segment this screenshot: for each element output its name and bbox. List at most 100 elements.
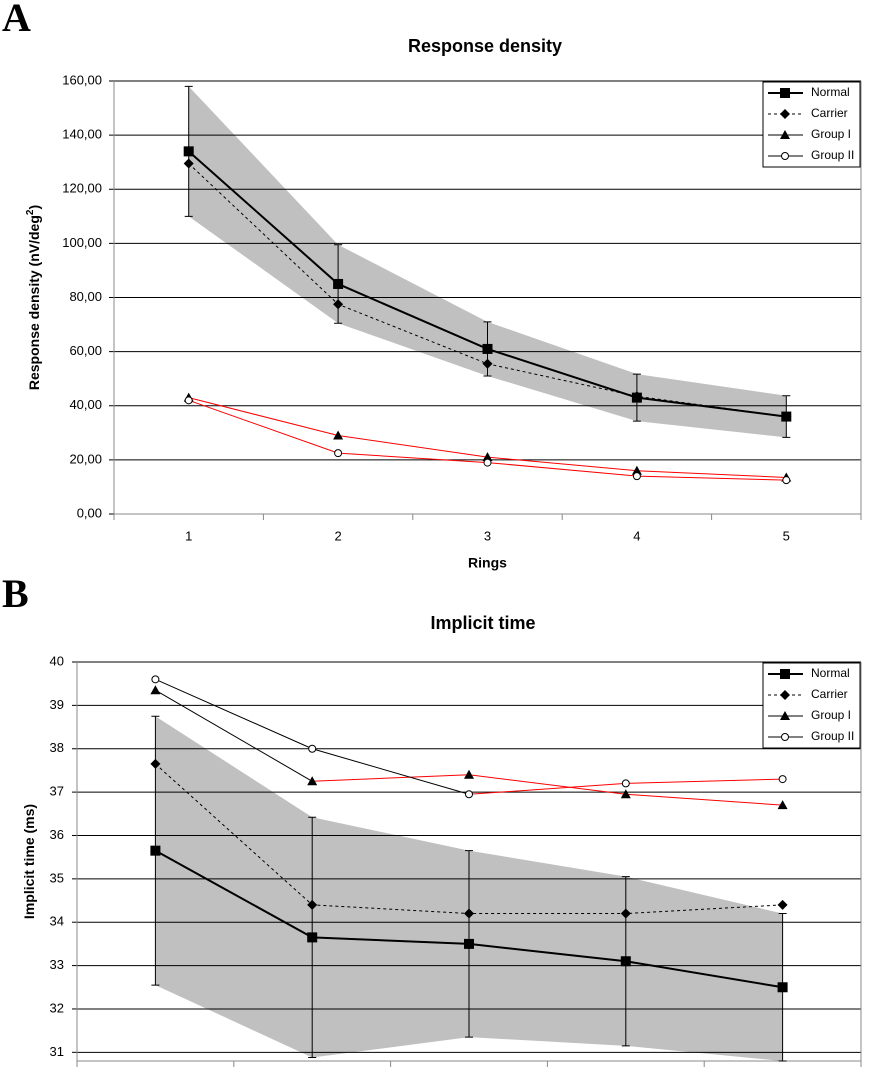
legend-box (762, 662, 861, 749)
marker (620, 956, 631, 967)
y-tick-label: 33 (50, 957, 64, 972)
line-segment (338, 435, 488, 458)
line-segment (487, 456, 637, 472)
marker (183, 158, 194, 169)
legend-label: Carrier (811, 687, 848, 701)
line-segment (625, 778, 783, 784)
legend-label: Group I (811, 127, 851, 141)
y-tick-label: 160,00 (62, 72, 102, 87)
marker (780, 690, 790, 700)
y-axis-label: Response density (nV/deg2) (25, 205, 42, 390)
marker (333, 430, 344, 440)
line-segment (487, 462, 637, 477)
marker (632, 472, 641, 481)
marker (778, 775, 787, 784)
y-axis-label-part: ) (26, 205, 42, 210)
x-tick-label: 5 (783, 528, 790, 543)
marker (464, 769, 474, 779)
y-tick-label: 32 (50, 1000, 64, 1015)
y-tick-label: 37 (50, 784, 64, 799)
marker (621, 779, 630, 788)
marker (482, 358, 493, 369)
marker (780, 711, 790, 720)
marker (482, 343, 493, 354)
marker (631, 391, 642, 402)
line-segment (636, 475, 787, 481)
marker (184, 396, 193, 405)
line-segment (625, 793, 783, 806)
y-tick-label: 60,00 (69, 343, 102, 358)
marker (183, 146, 194, 157)
y-axis-label-part: Response density (nV/deg (26, 215, 42, 390)
marker (781, 411, 792, 422)
y-tick-label: 31 (50, 1044, 64, 1059)
y-tick-label: 20,00 (69, 451, 102, 466)
marker (150, 845, 161, 856)
y-axis-label: Implicit time (ms) (21, 804, 37, 919)
marker (150, 758, 161, 769)
x-tick-label: 1 (185, 528, 192, 543)
marker (151, 675, 160, 684)
legend-label: Group I (811, 708, 851, 722)
marker (777, 800, 788, 810)
line-segment (155, 689, 313, 782)
marker (782, 476, 791, 485)
marker (780, 130, 790, 139)
y-tick-label: 40,00 (69, 397, 102, 412)
y-tick-label: 80,00 (69, 289, 102, 304)
x-tick-label: 2 (334, 528, 341, 543)
sd-band (188, 86, 787, 438)
x-tick-label: 4 (633, 528, 640, 543)
marker (780, 669, 790, 679)
chart-title: Response density (408, 36, 562, 56)
legend-label: Group II (811, 148, 854, 162)
y-tick-label: 34 (50, 914, 64, 929)
y-tick-label: 39 (50, 697, 64, 712)
marker (333, 278, 344, 289)
marker (777, 899, 788, 910)
marker (620, 908, 631, 919)
y-tick-label: 36 (50, 827, 64, 842)
marker (307, 899, 318, 910)
line-segment (468, 782, 626, 795)
marker (780, 109, 790, 119)
line-segment (312, 774, 470, 782)
y-tick-label: 35 (50, 870, 64, 885)
x-tick-label: 3 (484, 528, 491, 543)
legend-box (762, 81, 861, 168)
y-tick-label: 40 (50, 653, 64, 668)
marker (465, 790, 473, 799)
y-tick-label: 100,00 (62, 235, 102, 250)
marker (631, 465, 642, 475)
line-segment (188, 397, 339, 437)
marker (464, 938, 474, 949)
marker (308, 744, 317, 753)
marker (464, 908, 474, 919)
x-axis-label: Rings (468, 555, 507, 571)
line-segment (312, 748, 470, 795)
y-tick-label: 38 (50, 740, 64, 755)
panel-label: B (2, 571, 29, 616)
marker (781, 152, 789, 160)
line-segment (636, 470, 787, 478)
line-segment (155, 678, 313, 750)
marker (333, 299, 344, 310)
line-segment (338, 452, 488, 464)
y-tick-label: 120,00 (62, 181, 102, 196)
y-tick-label: 140,00 (62, 127, 102, 142)
marker (307, 932, 318, 943)
panel-label: A (2, 0, 31, 40)
marker (482, 452, 493, 462)
marker (334, 449, 343, 458)
line-segment (468, 774, 626, 795)
legend-label: Carrier (811, 106, 848, 120)
marker (777, 982, 788, 993)
line-segment (188, 399, 339, 454)
y-tick-label: 0,00 (77, 505, 102, 520)
chart-title: Implicit time (430, 613, 535, 633)
y-axis-label-part: Implicit time (ms) (21, 804, 37, 919)
marker (781, 733, 789, 741)
marker (780, 88, 790, 98)
marker (150, 685, 161, 695)
